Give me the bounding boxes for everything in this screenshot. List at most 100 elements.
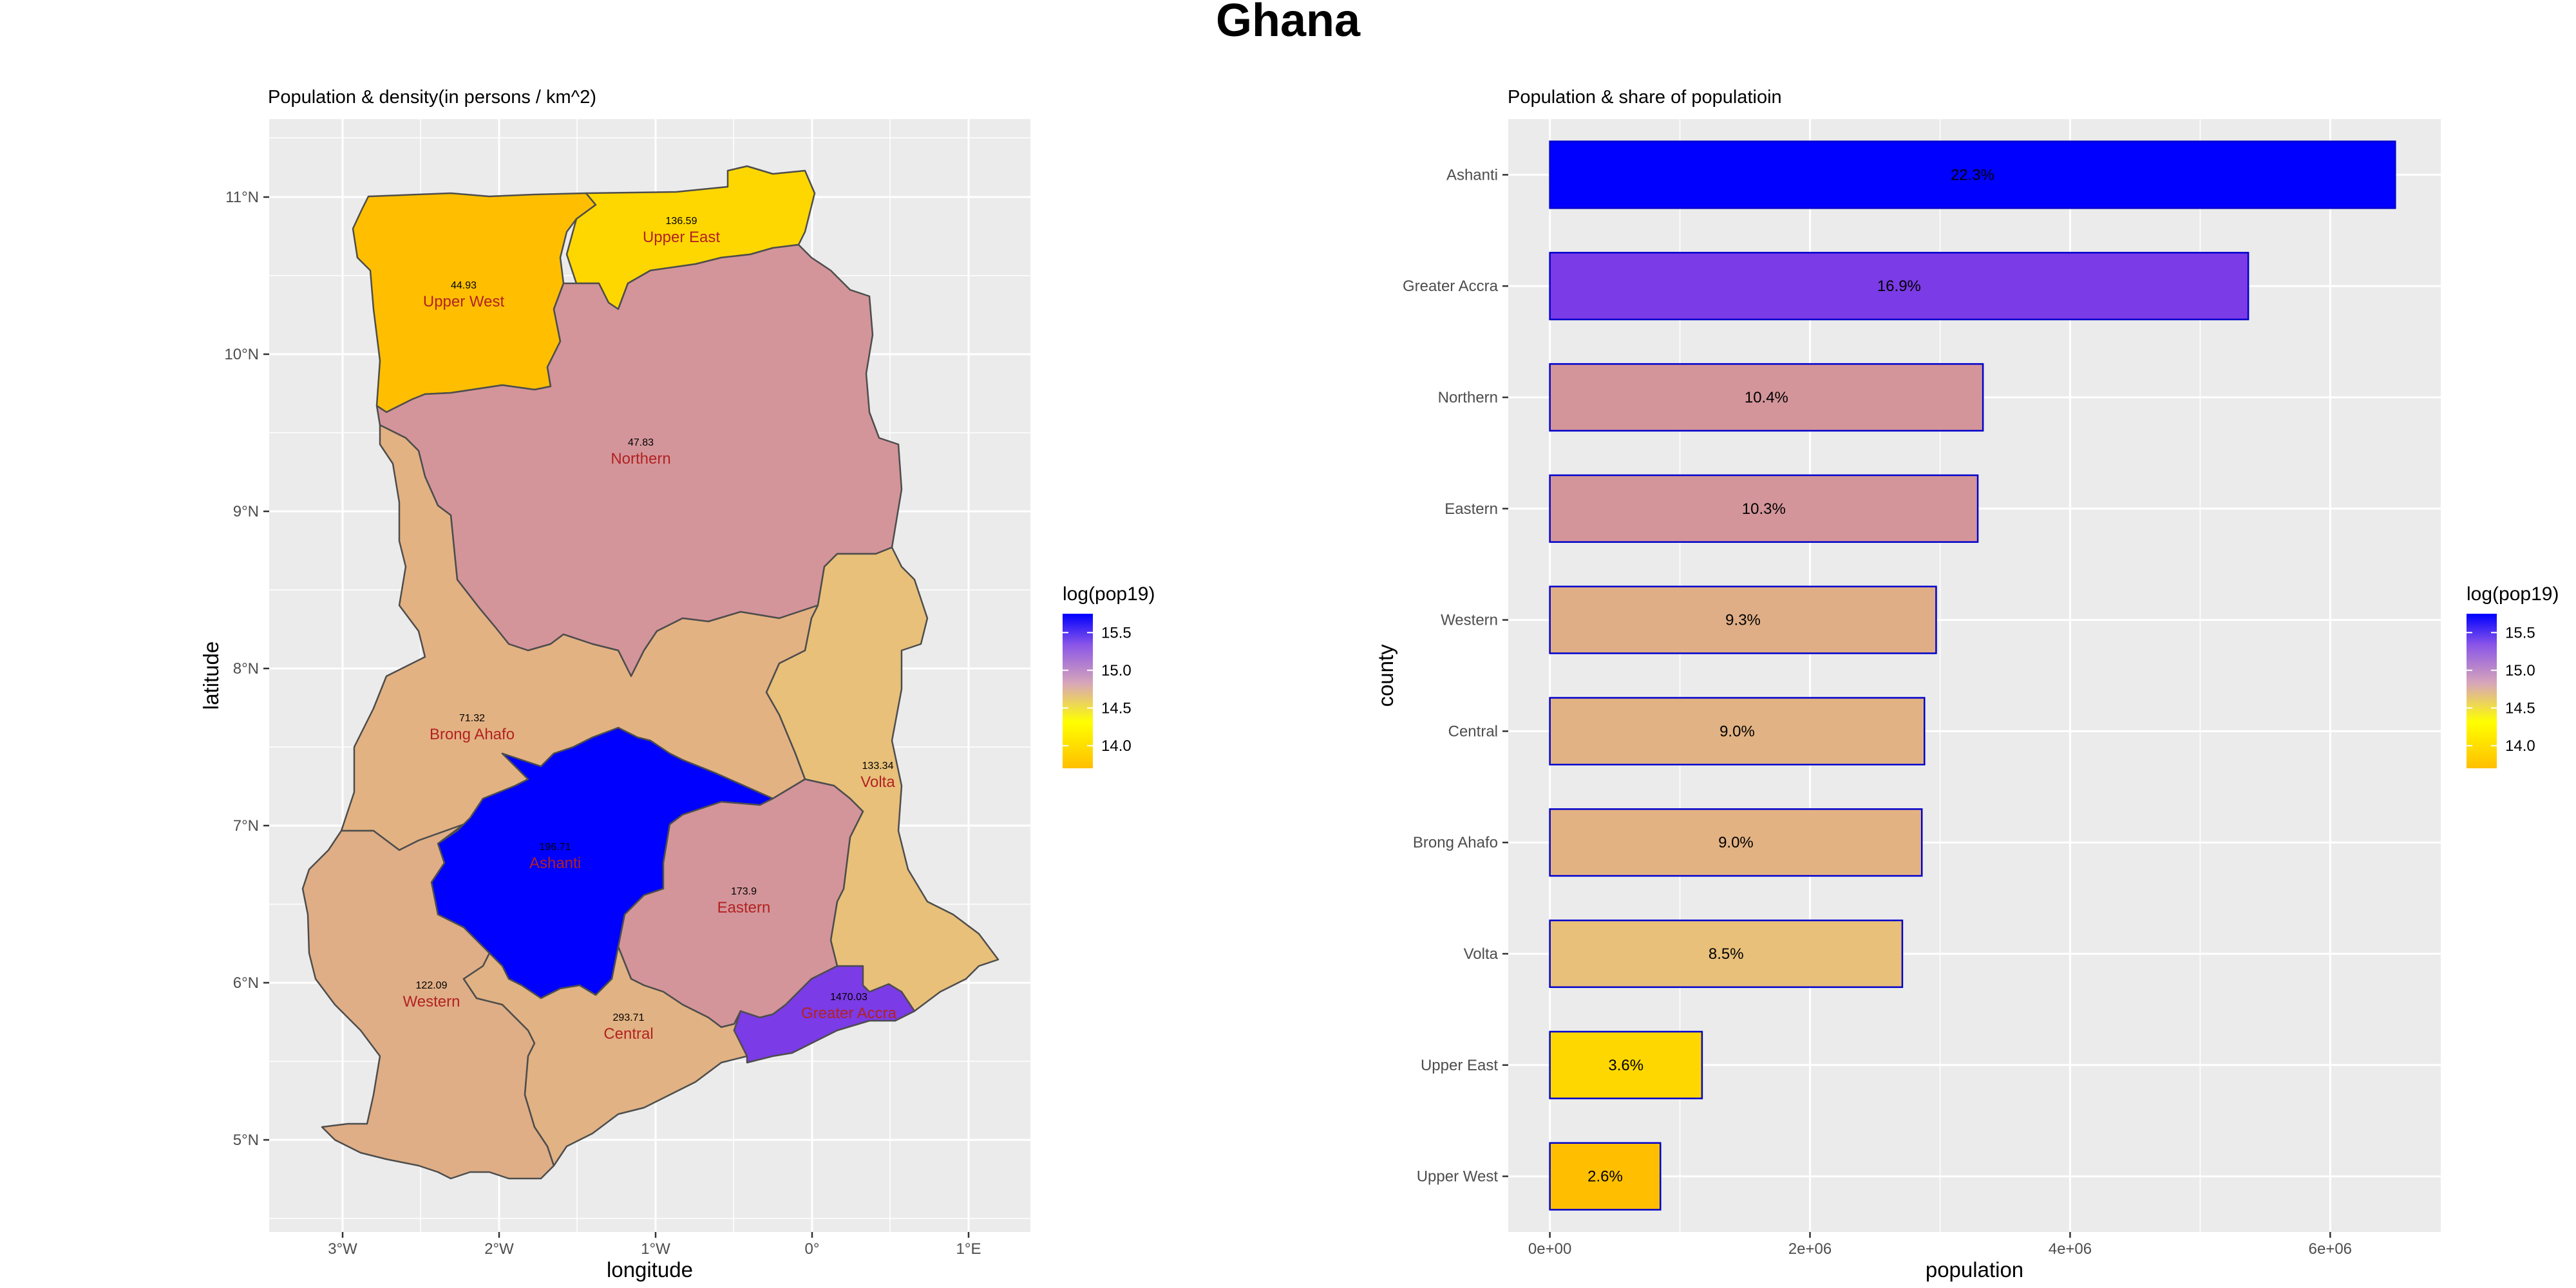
bar-y-tick-label-greater-accra: Greater Accra	[1403, 278, 1499, 295]
bar-volta	[1549, 919, 1904, 989]
region-name-label-central: Central	[603, 1025, 653, 1043]
map-panel: Population & density(in persons / km^2)	[199, 87, 1155, 1282]
map-y-tick-label: 8°N	[233, 660, 259, 677]
map-x-axis-label: longitude	[607, 1258, 693, 1282]
region-name-label-greater-accra: Greater Accra	[801, 1005, 897, 1022]
region-density-label-volta: 133.34	[862, 761, 894, 772]
map-y-tick-label: 6°N	[233, 974, 259, 992]
region-density-label-ashanti: 196.71	[540, 842, 571, 853]
region-name-label-ashanti: Ashanti	[529, 855, 581, 872]
bar-share-label-ashanti: 22.3%	[1951, 166, 1994, 184]
bar-share-label-upper-west: 2.6%	[1587, 1168, 1623, 1186]
map-regions	[301, 165, 999, 1180]
map-legend-ticks: 15.5 15.0 14.5 14.0	[1063, 624, 1132, 755]
bar-upper-east	[1549, 1030, 1703, 1099]
region-density-label-western: 122.09	[416, 980, 448, 991]
map-x-tick-label: 1°W	[641, 1240, 670, 1258]
bar-y-tick-label-eastern: Eastern	[1444, 500, 1498, 518]
bar-upper-west	[1549, 1142, 1662, 1211]
map-legend-colorbar	[1063, 614, 1093, 768]
bar-ashanti	[1549, 140, 2396, 209]
legend-tick-label: 14.0	[1101, 737, 1132, 755]
region-density-label-eastern: 173.9	[731, 886, 757, 897]
bar-x-axis-label: population	[1926, 1258, 2023, 1282]
bar-central	[1549, 697, 1926, 766]
bar-share-label-upper-east: 3.6%	[1608, 1057, 1643, 1074]
legend-tick-label: 15.0	[2505, 662, 2535, 679]
legend-tick-label: 15.5	[2505, 624, 2535, 641]
region-density-label-greater-accra: 1470.03	[830, 992, 867, 1003]
bar-brong-ahafo	[1549, 808, 1923, 877]
bar-y-tick-label-northern: Northern	[1438, 389, 1498, 406]
map-x-axis: 3°W 2°W 1°W 0° 1°E	[328, 1232, 981, 1258]
bar-series	[1549, 140, 2396, 1211]
bar-panel: Population & share of populatioin 22.3% 1…	[1374, 87, 2559, 1282]
region-name-label-upper-west: Upper West	[423, 293, 505, 310]
region-density-label-upper-west: 44.93	[451, 280, 477, 291]
bar-share-label-greater-accra: 16.9%	[1877, 278, 1921, 295]
region-central	[462, 945, 748, 1167]
bar-y-axis: Ashanti Greater Accra Northern Eastern Weste…	[1403, 166, 1508, 1186]
region-density-label-central: 293.71	[613, 1012, 645, 1023]
map-y-tick-label: 5°N	[233, 1132, 259, 1149]
bar-chart-title: Population & share of populatioin	[1508, 87, 1782, 108]
region-name-label-upper-east: Upper East	[643, 229, 720, 246]
bar-y-tick-label-brong-ahafo: Brong Ahafo	[1413, 834, 1498, 851]
region-greater-accra	[733, 965, 916, 1064]
map-x-tick-label: 1°E	[956, 1240, 981, 1258]
map-legend: log(pop19) 15.5 15.0 14.5 14.0	[1063, 583, 1155, 768]
map-x-tick-label: 3°W	[328, 1240, 357, 1258]
map-legend-title: log(pop19)	[1063, 583, 1155, 605]
map-labels: 44.93 Upper West 136.59 Upper East 47.83 Nort…	[403, 216, 897, 1043]
region-name-label-brong-ahafo: Brong Ahafo	[430, 726, 515, 743]
bar-legend-colorbar	[2467, 614, 2497, 768]
region-density-label-brong-ahafo: 71.32	[459, 713, 485, 724]
bar-y-tick-label-upper-west: Upper West	[1417, 1168, 1499, 1186]
map-y-tick-label: 7°N	[233, 817, 259, 835]
bar-y-axis-label: county	[1374, 644, 1397, 707]
map-y-tick-label: 10°N	[224, 346, 259, 363]
bar-share-label-western: 9.3%	[1725, 612, 1761, 629]
region-name-label-western: Western	[403, 993, 460, 1010]
map-title: Population & density(in persons / km^2)	[268, 87, 596, 108]
bar-x-tick-label: 4e+06	[2049, 1240, 2092, 1258]
bar-y-tick-label-central: Central	[1448, 723, 1498, 740]
bar-x-tick-label: 6e+06	[2309, 1240, 2352, 1258]
figure-title: Ghana	[1216, 0, 1361, 46]
region-name-label-northern: Northern	[611, 450, 670, 468]
bar-share-label-volta: 8.5%	[1709, 945, 1744, 963]
map-x-tick-label: 0°	[805, 1240, 820, 1258]
bar-northern	[1549, 363, 1984, 432]
bar-y-tick-label-ashanti: Ashanti	[1446, 166, 1498, 184]
map-y-axis-label: latitude	[199, 641, 223, 710]
bar-y-tick-label-volta: Volta	[1464, 945, 1499, 963]
legend-tick-label: 15.0	[1101, 662, 1132, 679]
bar-western	[1549, 585, 1937, 654]
bar-eastern	[1549, 474, 1979, 543]
bar-legend-ticks: 15.5 15.0 14.5 14.0	[2467, 624, 2535, 755]
legend-tick-label: 14.5	[2505, 699, 2535, 717]
region-name-label-eastern: Eastern	[717, 899, 771, 916]
map-y-axis: 5°N 6°N 7°N 8°N 9°N 10°N 11°N	[224, 189, 269, 1149]
legend-tick-label: 14.5	[1101, 699, 1132, 717]
bar-share-label-northern: 10.4%	[1745, 389, 1788, 406]
region-density-label-upper-east: 136.59	[666, 216, 697, 227]
map-y-tick-label: 9°N	[233, 503, 259, 520]
bar-share-label-central: 9.0%	[1719, 723, 1755, 740]
bar-y-tick-label-western: Western	[1441, 612, 1498, 629]
map-y-tick-label: 11°N	[225, 189, 259, 206]
bar-x-tick-label: 2e+06	[1788, 1240, 1832, 1258]
bar-x-tick-label: 0e+00	[1528, 1240, 1571, 1258]
region-name-label-volta: Volta	[860, 773, 895, 791]
region-density-label-northern: 47.83	[628, 437, 654, 448]
legend-tick-label: 15.5	[1101, 624, 1132, 641]
map-x-tick-label: 2°W	[484, 1240, 514, 1258]
legend-tick-label: 14.0	[2505, 737, 2535, 755]
bar-share-labels: 22.3% 16.9% 10.4% 10.3% 9.3% 9.0% 9.0% 8.5% 3.6%…	[1587, 166, 1994, 1185]
bar-share-label-eastern: 10.3%	[1742, 500, 1786, 518]
bar-legend: log(pop19) 15.5 15.0 14.5 14.0	[2467, 583, 2559, 768]
bar-y-tick-label-upper-east: Upper East	[1421, 1057, 1498, 1074]
bar-x-axis: 0e+00 2e+06 4e+06 6e+06	[1528, 1232, 2352, 1258]
bar-greater-accra	[1549, 252, 2249, 321]
